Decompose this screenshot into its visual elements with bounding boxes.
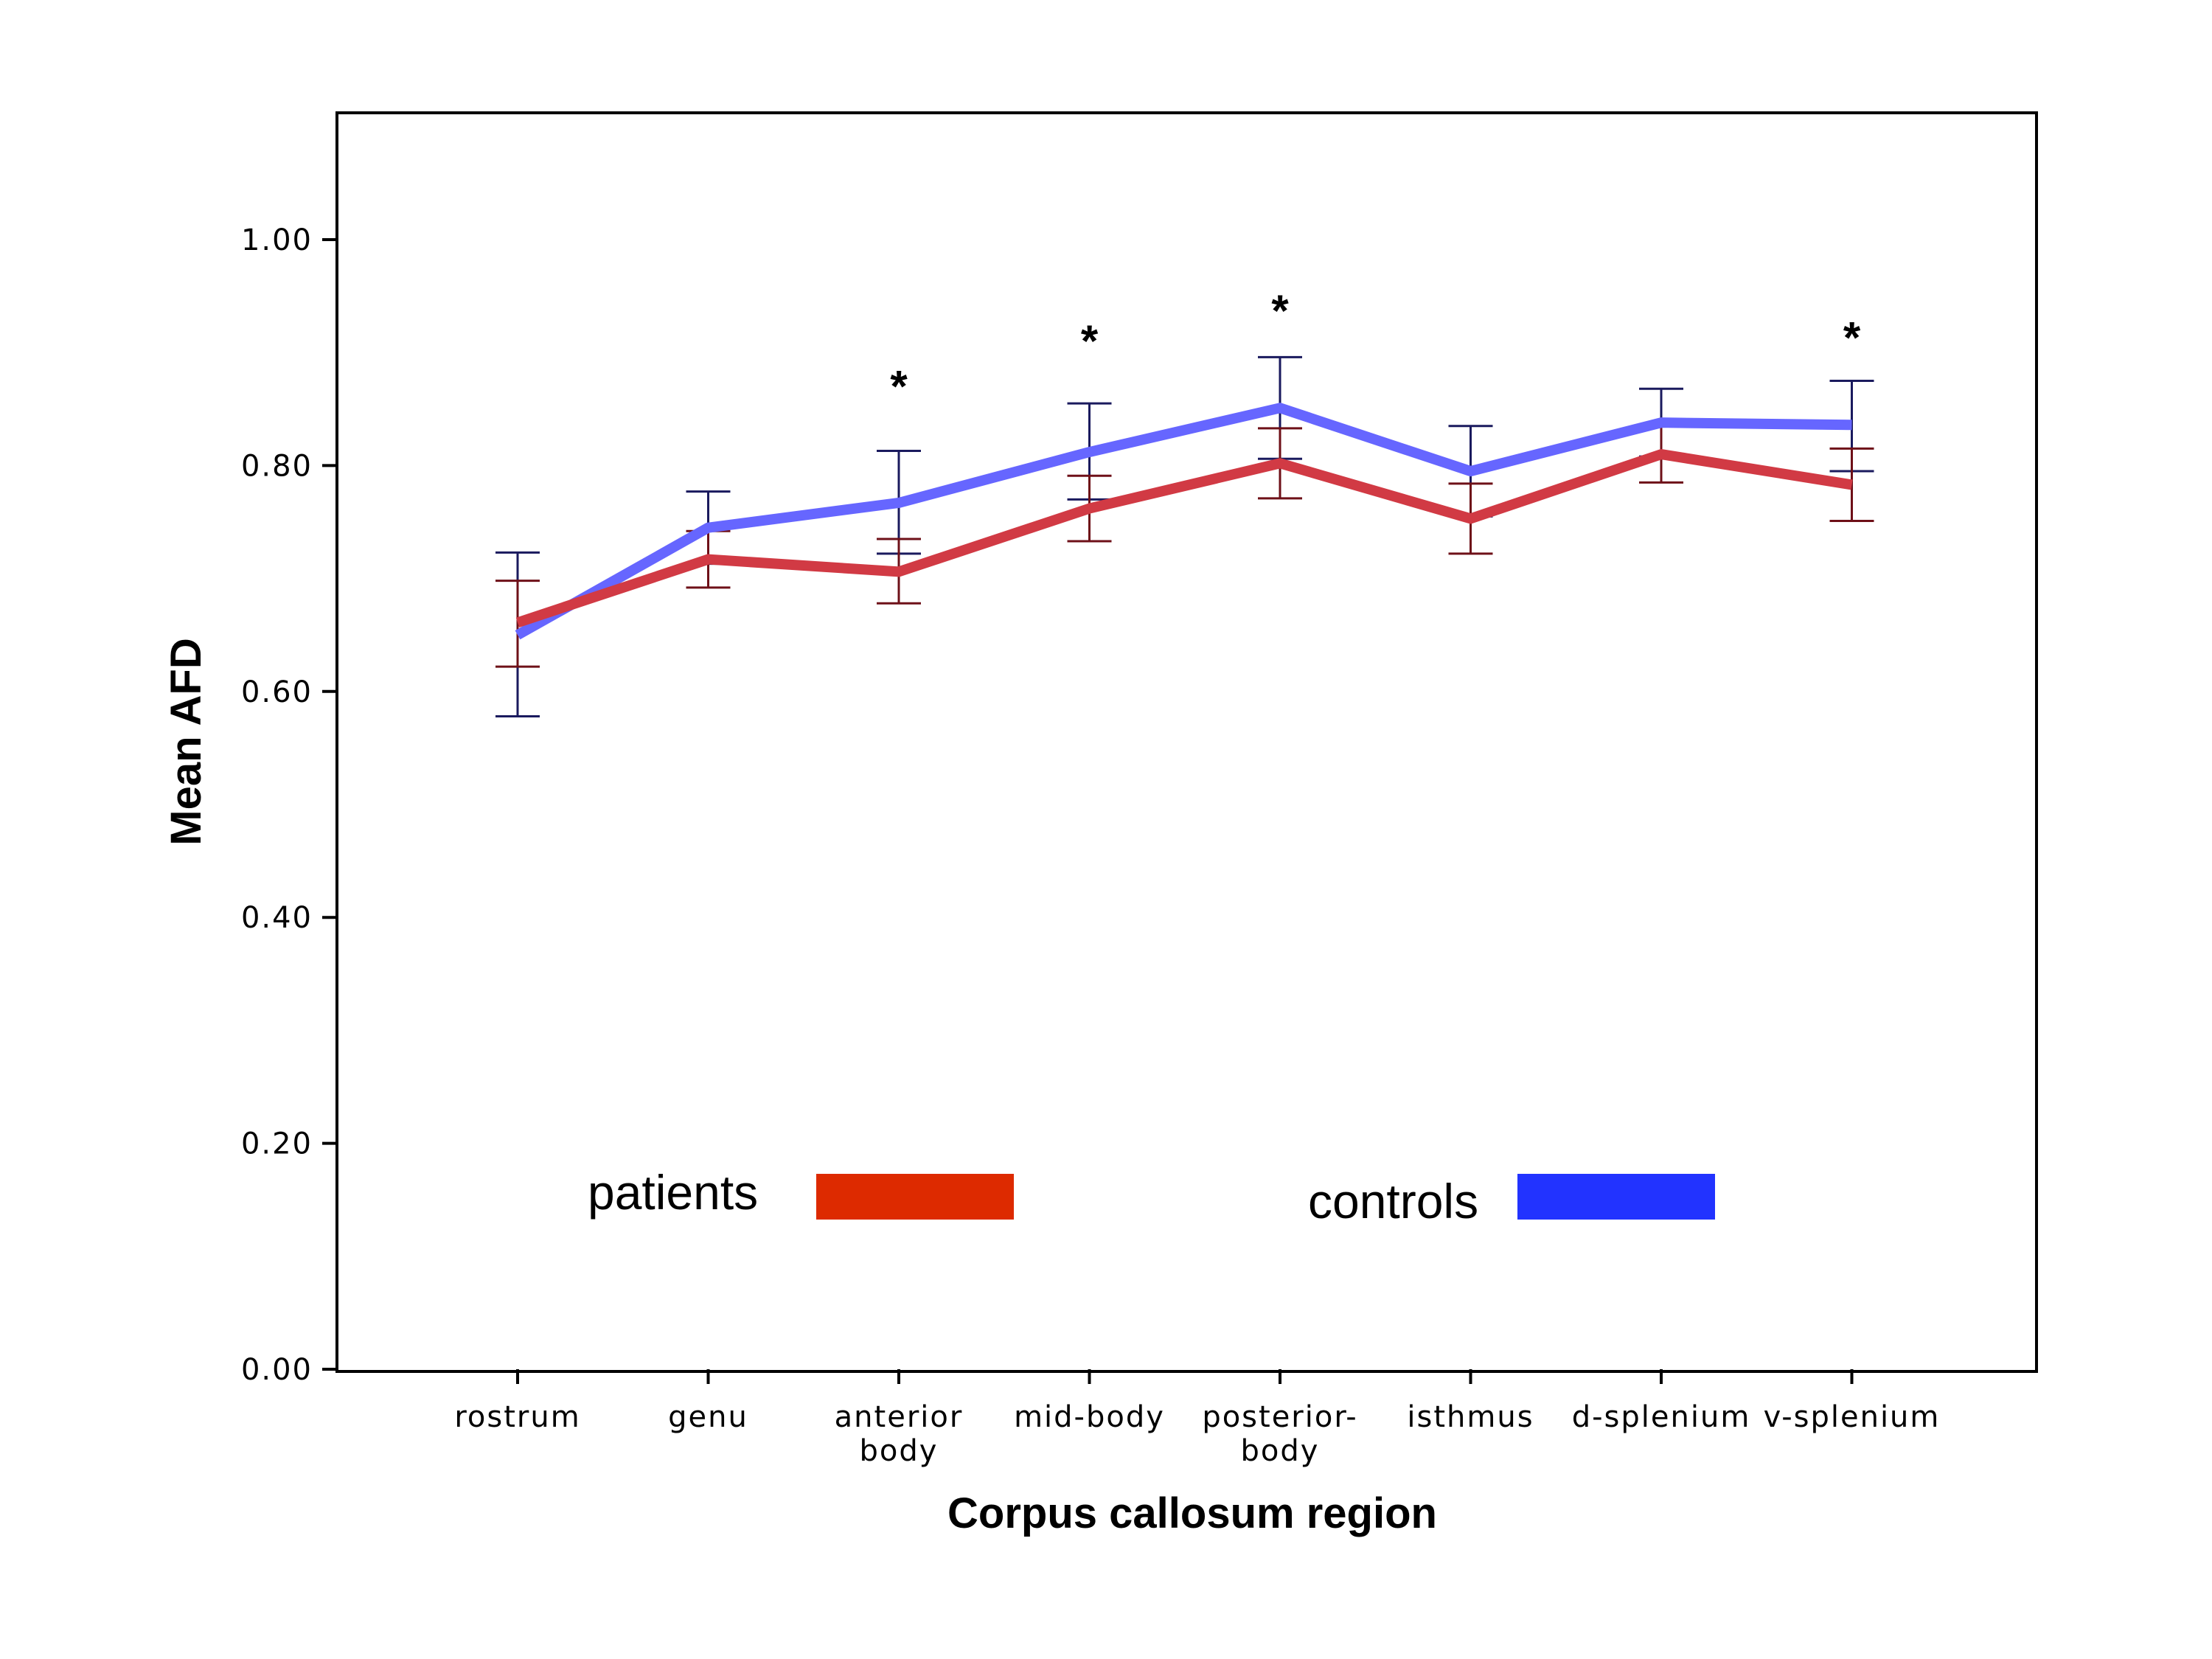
series-line-patients xyxy=(515,449,1853,627)
legend-label-controls: controls xyxy=(1308,1174,1478,1228)
x-tick-label: body xyxy=(1241,1434,1320,1468)
significance-markers: * * * * xyxy=(890,286,1861,411)
plot-frame xyxy=(335,111,2038,1373)
legend-swatch-controls xyxy=(1517,1174,1715,1220)
legend-label-patients: patients xyxy=(588,1165,758,1220)
significance-star: * xyxy=(890,362,908,411)
significance-star: * xyxy=(1843,313,1861,363)
legend: patients controls xyxy=(588,1165,1715,1228)
x-tick-label: d-splenium xyxy=(1572,1400,1751,1434)
x-axis-title: Corpus callosum region xyxy=(947,1489,1437,1537)
x-tick-label: v-splenium xyxy=(1764,1400,1941,1434)
series-lines xyxy=(515,403,1853,640)
x-tick-label: genu xyxy=(668,1400,748,1434)
y-tick-label: 0.40 xyxy=(241,901,313,935)
y-tick-label: 0.80 xyxy=(241,449,313,483)
x-tick-label: mid-body xyxy=(1014,1400,1165,1434)
x-tick-label: rostrum xyxy=(454,1400,580,1434)
y-axis-title: Mean AFD xyxy=(162,638,210,845)
x-tick-label: body xyxy=(860,1434,939,1468)
x-tick-label: anterior xyxy=(835,1400,964,1434)
series-line-controls xyxy=(515,403,1852,640)
y-tick-label: 0.60 xyxy=(241,675,313,709)
x-tick-label: posterior- xyxy=(1202,1400,1357,1434)
significance-star: * xyxy=(1081,316,1099,366)
y-tick-label: 0.20 xyxy=(241,1127,313,1161)
significance-star: * xyxy=(1271,286,1289,335)
y-axis: 0.00 0.20 0.40 0.60 0.80 1.00 xyxy=(241,223,337,1387)
y-tick-label: 0.00 xyxy=(241,1353,313,1387)
y-tick-label: 1.00 xyxy=(241,223,313,257)
x-tick-label: isthmus xyxy=(1407,1400,1534,1434)
legend-swatch-patients xyxy=(816,1174,1014,1220)
